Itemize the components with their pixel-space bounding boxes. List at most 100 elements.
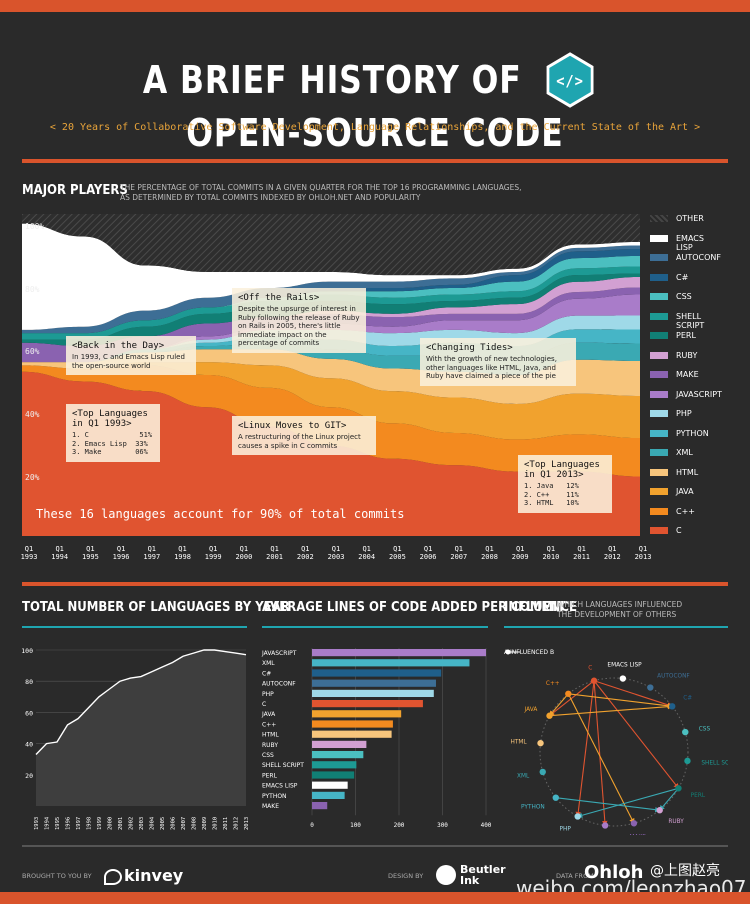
bar-category-label: MAKE bbox=[262, 803, 279, 810]
legend-label: C# bbox=[676, 272, 689, 282]
x-tick-label: 2012 bbox=[234, 817, 240, 830]
x-tick-label: Q1 2007 bbox=[450, 545, 468, 561]
data-from-label: DATA FROM bbox=[556, 872, 594, 880]
x-tick-label: 2004 bbox=[150, 816, 156, 830]
x-tick-label: 2003 bbox=[139, 817, 145, 830]
legend-label: EMACS LISP bbox=[676, 233, 704, 252]
bar-category-label: CSS bbox=[262, 752, 274, 759]
y-tick-label: 100 bbox=[21, 647, 33, 655]
bar bbox=[312, 751, 364, 759]
major-players-desc-2: AS DETERMINED BY TOTAL COMMITS INDEXED B… bbox=[120, 193, 421, 202]
avg-lines-title: AVERAGE LINES OF CODE ADDED PER COMMIT bbox=[262, 600, 566, 615]
legend-swatch bbox=[650, 488, 668, 495]
influence-node-label: EMACS LISP bbox=[607, 663, 642, 669]
legend-label: AUTOCONF bbox=[676, 253, 721, 262]
x-tick-label: Q1 1999 bbox=[204, 545, 222, 561]
x-tick-label: 2000 bbox=[108, 817, 114, 830]
bar bbox=[312, 791, 345, 799]
legend-swatch bbox=[650, 390, 668, 398]
bar-category-label: JAVASCRIPT bbox=[261, 650, 297, 657]
beutler-logo: Beutler Ink bbox=[436, 864, 516, 886]
bar-category-label: C# bbox=[262, 670, 271, 677]
legend-label: C++ bbox=[676, 506, 695, 516]
x-tick-label: 2001 bbox=[118, 817, 124, 830]
legend-label: PERL bbox=[676, 331, 696, 340]
kinvey-logo: kinvey bbox=[104, 866, 183, 885]
annotation-row: 3. Make 06% bbox=[72, 448, 148, 456]
page-title: A BRIEF HISTORY OF </> OPEN-SOURCE CODE bbox=[30, 52, 720, 155]
ohloh-logo: Ohloh bbox=[584, 862, 644, 883]
series-shell-script bbox=[22, 266, 640, 340]
legend-swatch bbox=[650, 429, 668, 437]
influence-node bbox=[565, 690, 572, 697]
x-tick-label: 2005 bbox=[160, 817, 166, 830]
annotation-head: <Back in the Day> bbox=[72, 341, 165, 351]
y-label-40: 40% bbox=[25, 410, 40, 419]
legend-label: CSS bbox=[676, 292, 692, 301]
influence-node bbox=[537, 739, 544, 747]
x-tick-label: 0 bbox=[310, 822, 314, 829]
x-tick-label: Q1 2003 bbox=[327, 545, 345, 561]
bar bbox=[312, 740, 367, 748]
influence-node bbox=[601, 822, 609, 829]
bar bbox=[312, 700, 423, 708]
influence-node bbox=[574, 813, 581, 820]
influence-node-label: JAVA bbox=[524, 707, 538, 713]
bar bbox=[312, 710, 402, 718]
bar bbox=[312, 689, 434, 697]
design-by-label: DESIGN BY bbox=[388, 872, 424, 880]
influence-node-label: PYTHON bbox=[521, 804, 545, 810]
bar-category-label: EMACS LISP bbox=[262, 783, 298, 790]
influence-link bbox=[568, 693, 674, 709]
section-underline bbox=[504, 626, 728, 628]
influence-node-label: HTML bbox=[510, 739, 527, 745]
influence-link bbox=[567, 693, 635, 825]
bar-category-label: HTML bbox=[262, 732, 279, 739]
x-tick-label: Q1 1998 bbox=[174, 545, 191, 561]
influence-node-label: PERL bbox=[691, 793, 706, 799]
bottom-accent-bar bbox=[0, 892, 750, 904]
bar-category-label: C++ bbox=[262, 721, 276, 728]
beutler-name: Beutler Ink bbox=[460, 863, 506, 887]
bar bbox=[312, 730, 392, 738]
influence-node bbox=[619, 675, 627, 682]
major-players-title: MAJOR PLAYERS bbox=[22, 183, 128, 198]
legend-swatch bbox=[650, 234, 668, 242]
x-tick-label: 1996 bbox=[66, 817, 72, 830]
influence-title: INFLUENCE bbox=[504, 600, 577, 615]
influence-node bbox=[669, 703, 676, 710]
annotation-body: With the growth of new technologies, oth… bbox=[426, 355, 557, 380]
annotation-changing-tides: <Changing Tides> With the growth of new … bbox=[420, 338, 576, 386]
bar-category-label: AUTOCONF bbox=[262, 681, 296, 688]
bar bbox=[312, 761, 357, 769]
section-divider bbox=[22, 159, 728, 163]
influence-node bbox=[539, 768, 546, 776]
avg-lines-chart: JAVASCRIPT XML C# AUTOCONF PHP C JAVA C++ HTML RU… bbox=[261, 648, 492, 829]
legend-label: XML bbox=[676, 448, 693, 457]
influence-link bbox=[659, 787, 679, 811]
influence-link bbox=[575, 680, 595, 818]
influence-desc: WHICH LANGUAGES INFLUENCED THE DEVELOPME… bbox=[557, 600, 683, 619]
legend-label: PHP bbox=[676, 409, 692, 418]
x-tick-label: Q1 2011 bbox=[573, 545, 591, 561]
influence-node bbox=[546, 712, 553, 719]
influence-node bbox=[684, 757, 691, 765]
bar bbox=[312, 649, 486, 657]
x-tick-label: 2006 bbox=[171, 817, 177, 830]
influence-key: A INFLUENCED B bbox=[504, 649, 554, 656]
x-tick-label: Q1 2012 bbox=[603, 545, 621, 561]
x-tick-label: 1997 bbox=[76, 817, 82, 830]
x-tick-label: Q1 2000 bbox=[235, 545, 253, 561]
legend-swatch bbox=[650, 312, 668, 320]
influence-node bbox=[590, 677, 598, 684]
influence-node-label: XML bbox=[517, 774, 530, 780]
y-tick-label: 60 bbox=[25, 709, 33, 717]
brought-by-label: BROUGHT TO YOU BY bbox=[22, 872, 92, 880]
legend-swatch bbox=[650, 507, 668, 515]
annotation-head: <Linux Moves to GIT> bbox=[238, 421, 347, 431]
influence-node bbox=[647, 684, 654, 691]
beutler-mark-icon bbox=[436, 865, 456, 885]
legend-swatch bbox=[650, 371, 668, 378]
y-tick-label: 40 bbox=[25, 741, 33, 749]
bar-category-label: JAVA bbox=[261, 711, 276, 718]
